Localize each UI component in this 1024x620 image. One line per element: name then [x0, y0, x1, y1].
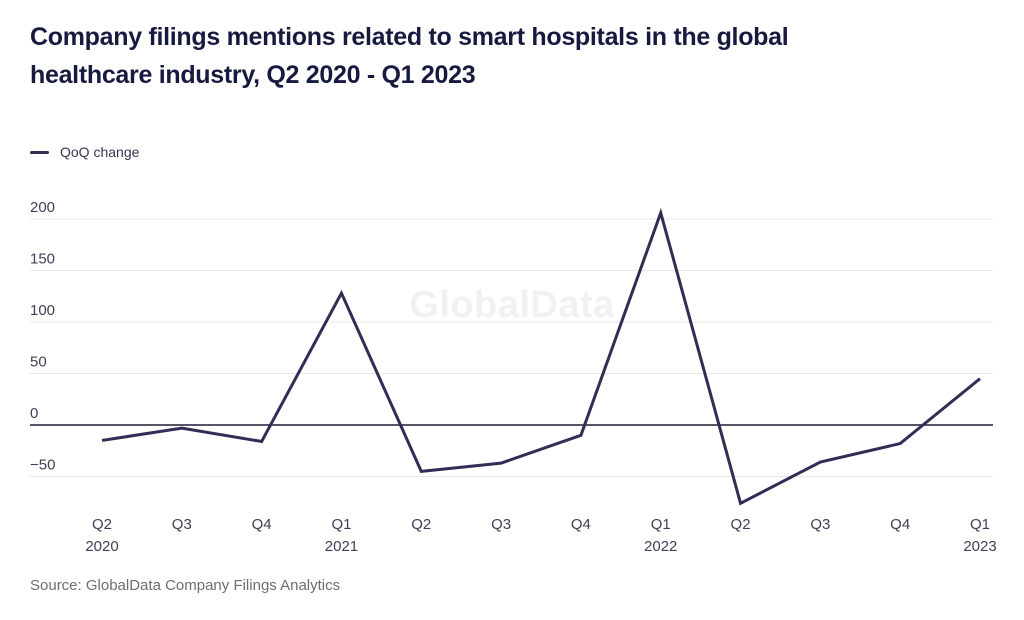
y-tick-label: −50	[30, 457, 55, 474]
title-line-1: Company filings mentions related to smar…	[30, 23, 789, 51]
y-tick-label: 100	[30, 302, 55, 319]
x-tick-label: Q3	[491, 516, 511, 533]
x-tick-label: Q4	[571, 516, 591, 533]
qoq-change-line	[101, 207, 981, 506]
x-tick-label: Q2	[92, 516, 112, 533]
title-line-2: healthcare industry, Q2 2020 - Q1 2023	[30, 61, 476, 89]
x-year-label: 2020	[85, 538, 118, 555]
y-tick-label: 150	[30, 251, 55, 268]
x-tick-label: Q4	[252, 516, 272, 533]
legend-line-icon	[30, 150, 49, 154]
x-tick-label: Q4	[890, 516, 910, 533]
x-tick-label: Q3	[172, 516, 192, 533]
page-title: Company filings mentions related to smar…	[30, 18, 994, 94]
x-tick-label: Q3	[810, 516, 830, 533]
y-tick-label: 200	[30, 199, 55, 216]
x-tick-label: Q2	[411, 516, 431, 533]
watermark: GlobalData	[409, 284, 615, 326]
x-year-label: 2022	[644, 538, 677, 555]
source-note: Source: GlobalData Company Filings Analy…	[30, 577, 341, 594]
x-year-label: 2021	[325, 538, 358, 555]
y-tick-label: 0	[30, 405, 38, 422]
x-tick-label: Q2	[731, 516, 751, 533]
x-tick-label: Q1	[331, 516, 351, 533]
legend: QoQ change	[30, 144, 139, 160]
x-tick-label: Q1	[651, 516, 671, 533]
legend-label: QoQ change	[60, 144, 140, 160]
x-tick-label: Q1	[970, 516, 990, 533]
x-year-label: 2023	[963, 538, 996, 555]
y-tick-label: 50	[30, 354, 47, 371]
